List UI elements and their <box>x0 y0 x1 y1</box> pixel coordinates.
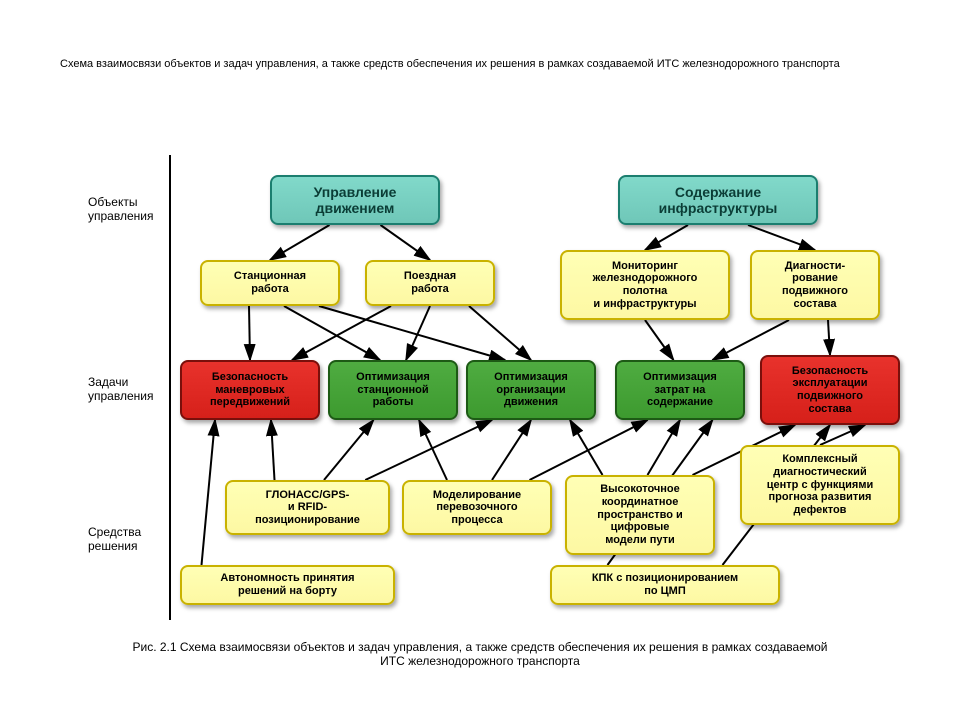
edge-M-I <box>492 420 531 480</box>
node-Q: КПК с позиционированиемпо ЦМП <box>550 565 780 605</box>
edge-B-F <box>748 225 815 250</box>
node-B: Содержаниеинфраструктуры <box>618 175 818 225</box>
edge-C-H <box>284 306 380 360</box>
node-L: ГЛОНАСС/GPS-и RFID-позиционирование <box>225 480 390 535</box>
edge-F-J <box>713 320 790 360</box>
edge-C-G <box>249 306 250 360</box>
row-label-rl3: Средстварешения <box>88 525 141 553</box>
edge-A-C <box>270 225 330 260</box>
edge-N-I <box>570 420 603 475</box>
edge-D-I <box>469 306 531 360</box>
edge-F-K <box>828 320 830 355</box>
node-I: Оптимизацияорганизациидвижения <box>466 360 596 420</box>
row-label-rl1: Объектыуправления <box>88 195 153 223</box>
node-M: Моделированиеперевозочногопроцесса <box>402 480 552 535</box>
edge-L-H <box>324 420 374 480</box>
edge-O-K <box>820 425 865 445</box>
node-E: Мониторингжелезнодорожногополотнаи инфра… <box>560 250 730 320</box>
edge-D-G <box>292 306 391 360</box>
edge-C-I <box>319 306 505 360</box>
node-G: Безопасностьманевровыхпередвижений <box>180 360 320 420</box>
edge-M-J <box>530 420 648 480</box>
edge-L-I <box>365 420 492 480</box>
edge-A-D <box>381 225 431 260</box>
node-C: Станционнаяработа <box>200 260 340 306</box>
edge-D-H <box>406 306 430 360</box>
edge-M-H <box>419 420 447 480</box>
edge-P-G <box>202 420 216 565</box>
node-D: Поезднаяработа <box>365 260 495 306</box>
node-F: Диагности-рованиеподвижногосостава <box>750 250 880 320</box>
row-label-rl2: Задачиуправления <box>88 375 153 403</box>
edge-B-E <box>645 225 688 250</box>
edge-N-J <box>648 420 681 475</box>
node-P: Автономность принятиярешений на борту <box>180 565 395 605</box>
node-H: Оптимизациястанционнойработы <box>328 360 458 420</box>
node-K: Безопасностьэксплуатацииподвижногосостав… <box>760 355 900 425</box>
page-title: Схема взаимосвязи объектов и задач управ… <box>60 58 900 70</box>
edge-E-J <box>645 320 674 360</box>
figure-caption: Рис. 2.1 Схема взаимосвязи объектов и за… <box>120 640 840 668</box>
node-O: Комплексныйдиагностическийцентр с функци… <box>740 445 900 525</box>
edge-L-G <box>271 420 275 480</box>
node-J: Оптимизациязатрат насодержание <box>615 360 745 420</box>
node-N: Высокоточноекоординатноепространство ици… <box>565 475 715 555</box>
node-A: Управлениедвижением <box>270 175 440 225</box>
